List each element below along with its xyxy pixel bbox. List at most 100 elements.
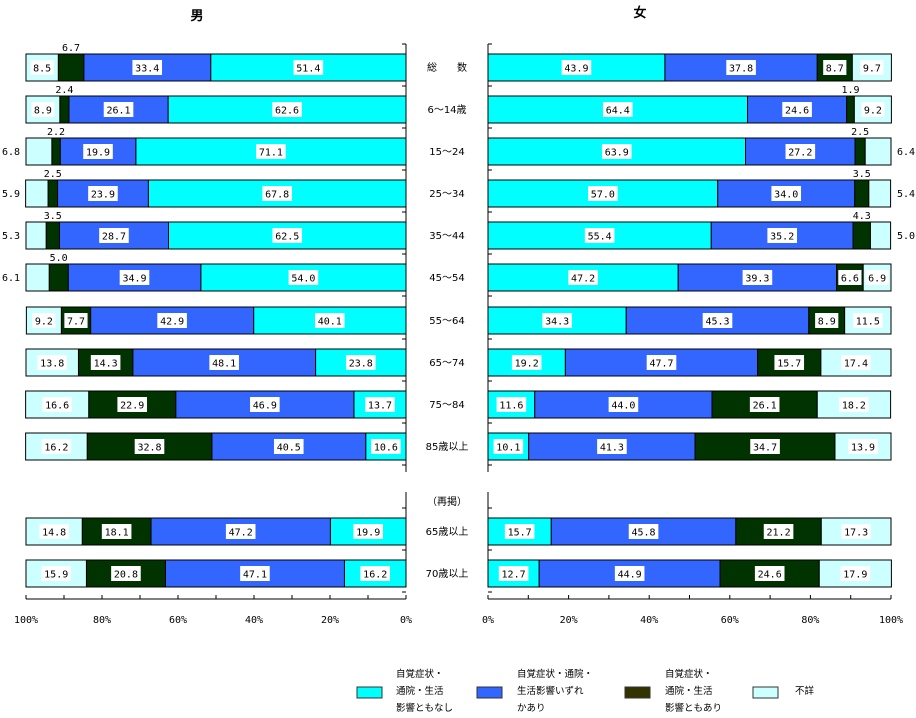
data-label-bg — [597, 439, 627, 454]
x-tick-label: 40% — [640, 615, 658, 626]
data-label-bg — [64, 313, 88, 328]
data-label: 9.7 — [863, 64, 881, 75]
bar-segment-both — [854, 179, 870, 208]
legend-label: 影響ともなし — [396, 702, 453, 714]
data-label-bg — [865, 270, 889, 285]
data-label: 18.1 — [105, 528, 129, 539]
legend-label: 影響ともあり — [665, 702, 722, 714]
data-label-bg — [504, 524, 535, 539]
data-label-bg — [841, 524, 871, 539]
data-label-bg — [568, 270, 598, 285]
data-label: 10.1 — [496, 443, 520, 454]
data-label: 35.2 — [770, 232, 794, 243]
bar-segment-both — [45, 221, 60, 250]
data-label-bg — [782, 102, 812, 117]
legend-label: 自覚症状・ — [396, 668, 444, 680]
data-label: 6.8 — [2, 147, 20, 158]
legend-label: 自覚症状・通院・ — [517, 668, 593, 680]
data-label: 44.9 — [618, 570, 642, 581]
data-label: 27.2 — [788, 148, 812, 159]
category-label: 6〜14歳 — [427, 104, 466, 116]
bar-segment-both — [48, 263, 69, 292]
data-label-bg — [742, 270, 773, 285]
data-label: 20.8 — [114, 570, 138, 581]
bar-segment-both — [854, 137, 866, 166]
data-label: 33.4 — [135, 64, 159, 75]
data-label-bg — [134, 439, 165, 454]
data-label: 37.8 — [729, 64, 753, 75]
data-label: 3.5 — [44, 211, 62, 222]
data-label: 6.4 — [897, 147, 915, 158]
data-label: 40.1 — [318, 317, 342, 328]
data-label: 16.2 — [44, 443, 68, 454]
data-label: 2.2 — [47, 127, 65, 138]
data-label: 13.9 — [851, 443, 875, 454]
data-label: 62.5 — [275, 232, 299, 243]
data-label-bg — [588, 186, 618, 201]
category-label: 35〜44 — [429, 231, 464, 242]
bar-segment-unknown — [25, 221, 47, 250]
data-label: 14.3 — [94, 359, 118, 370]
legend-label: 通院・生活 — [665, 685, 713, 697]
data-label-bg — [31, 102, 55, 117]
data-label-bg — [272, 228, 303, 243]
data-label: 10.6 — [374, 443, 398, 454]
data-label-bg — [225, 524, 256, 539]
data-label: 5.4 — [897, 189, 915, 200]
bar-segment-both — [85, 559, 166, 588]
data-label: 57.0 — [591, 190, 615, 201]
data-label: 32.8 — [137, 443, 161, 454]
data-label: 7.7 — [67, 317, 85, 328]
data-label: 13.7 — [368, 401, 392, 412]
data-label: 15.9 — [44, 570, 68, 581]
data-label-bg — [823, 60, 847, 75]
bar-segment-both — [59, 95, 70, 124]
category-label: 75〜84 — [429, 400, 464, 411]
data-label: 43.9 — [564, 64, 588, 75]
category-label: 15〜24 — [429, 147, 464, 158]
data-label: 47.2 — [571, 274, 595, 285]
category-label: 総 数 — [427, 61, 467, 74]
data-label-bg — [771, 186, 802, 201]
x-tick-label: 80% — [93, 615, 111, 626]
data-label-bg — [88, 186, 118, 201]
data-label-bg — [496, 397, 527, 412]
category-label: 70歳以上 — [426, 568, 469, 580]
data-label-bg — [293, 60, 324, 75]
legend-swatch-unknown — [752, 686, 779, 699]
data-label-bg — [774, 355, 805, 370]
bar-segment-unknown — [25, 137, 53, 166]
data-label: 21.2 — [767, 528, 791, 539]
data-label: 8.5 — [33, 64, 51, 75]
category-label: 65歳以上 — [426, 526, 469, 538]
data-label: 9.2 — [35, 317, 53, 328]
data-label: 23.9 — [91, 190, 115, 201]
x-tick-label: 20% — [321, 615, 339, 626]
data-label-bg — [848, 439, 878, 454]
data-label-bg — [815, 313, 839, 328]
data-label: 45.3 — [705, 317, 729, 328]
data-label: 5.0 — [897, 231, 915, 242]
data-label: 2.5 — [851, 127, 869, 138]
data-label: 63.9 — [605, 148, 629, 159]
bar-segment-both — [51, 137, 61, 166]
data-label-bg — [861, 102, 885, 117]
data-label: 40.5 — [277, 443, 301, 454]
panel-title-female: 女 — [633, 5, 646, 21]
data-label-bg — [262, 186, 292, 201]
data-label-bg — [561, 60, 592, 75]
data-label-bg — [584, 228, 615, 243]
data-label: 19.9 — [86, 148, 110, 159]
data-label: 5.0 — [50, 253, 68, 264]
panel-female: 女 0% 20% 40% 60% 80% 100% 43.9 37.8 8.7 9.7 64.4 24… — [482, 5, 915, 626]
category-label: 55〜64 — [429, 316, 464, 327]
data-label: 5.3 — [2, 231, 20, 242]
data-label: 64.4 — [606, 106, 630, 117]
data-label-bg — [841, 355, 871, 370]
data-label-bg — [37, 355, 68, 370]
data-label: 47.2 — [229, 528, 253, 539]
legend-label: 生活影響いずれ — [517, 685, 584, 697]
data-label: 46.9 — [253, 401, 277, 412]
data-label: 44.0 — [611, 401, 635, 412]
bar-segment-both — [47, 179, 59, 208]
